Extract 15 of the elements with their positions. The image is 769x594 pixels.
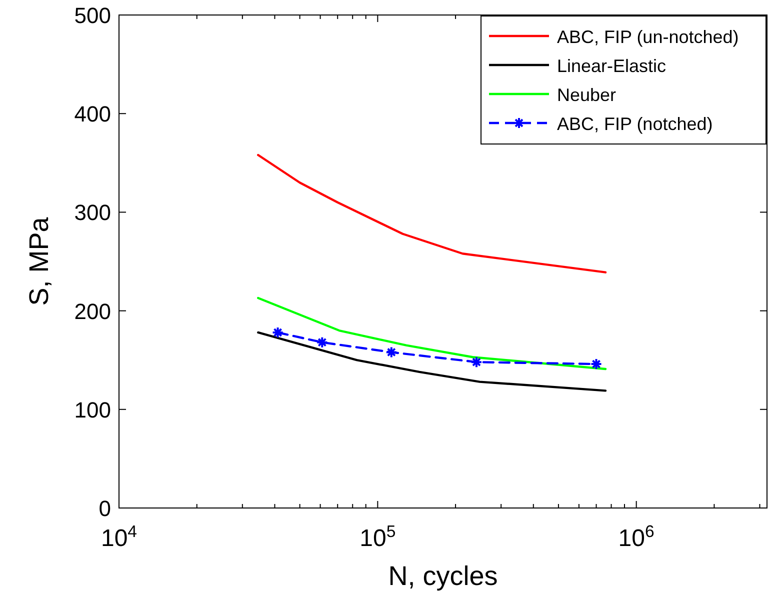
legend-label: Neuber [557,85,616,105]
y-tick-label: 300 [74,200,111,226]
legend-label: Linear-Elastic [557,56,666,76]
y-axis-title: S, MPa [24,216,54,306]
legend-label: ABC, FIP (notched) [557,114,713,134]
y-tick-label: 500 [74,3,111,28]
y-tick-label: 100 [74,397,111,422]
x-tick-label: 10$^{6}$ [618,522,654,552]
y-tick-label: 400 [74,102,111,127]
legend-label: ABC, FIP (un-notched) [557,27,739,47]
y-tick-label: 0 [98,496,111,521]
x-tick-label: 10$^{4}$ [100,522,138,552]
y-tick-label: 200 [74,298,111,324]
x-axis-title: N, cycles [388,561,498,591]
x-tick-label: 10$^{5}$ [360,522,396,552]
